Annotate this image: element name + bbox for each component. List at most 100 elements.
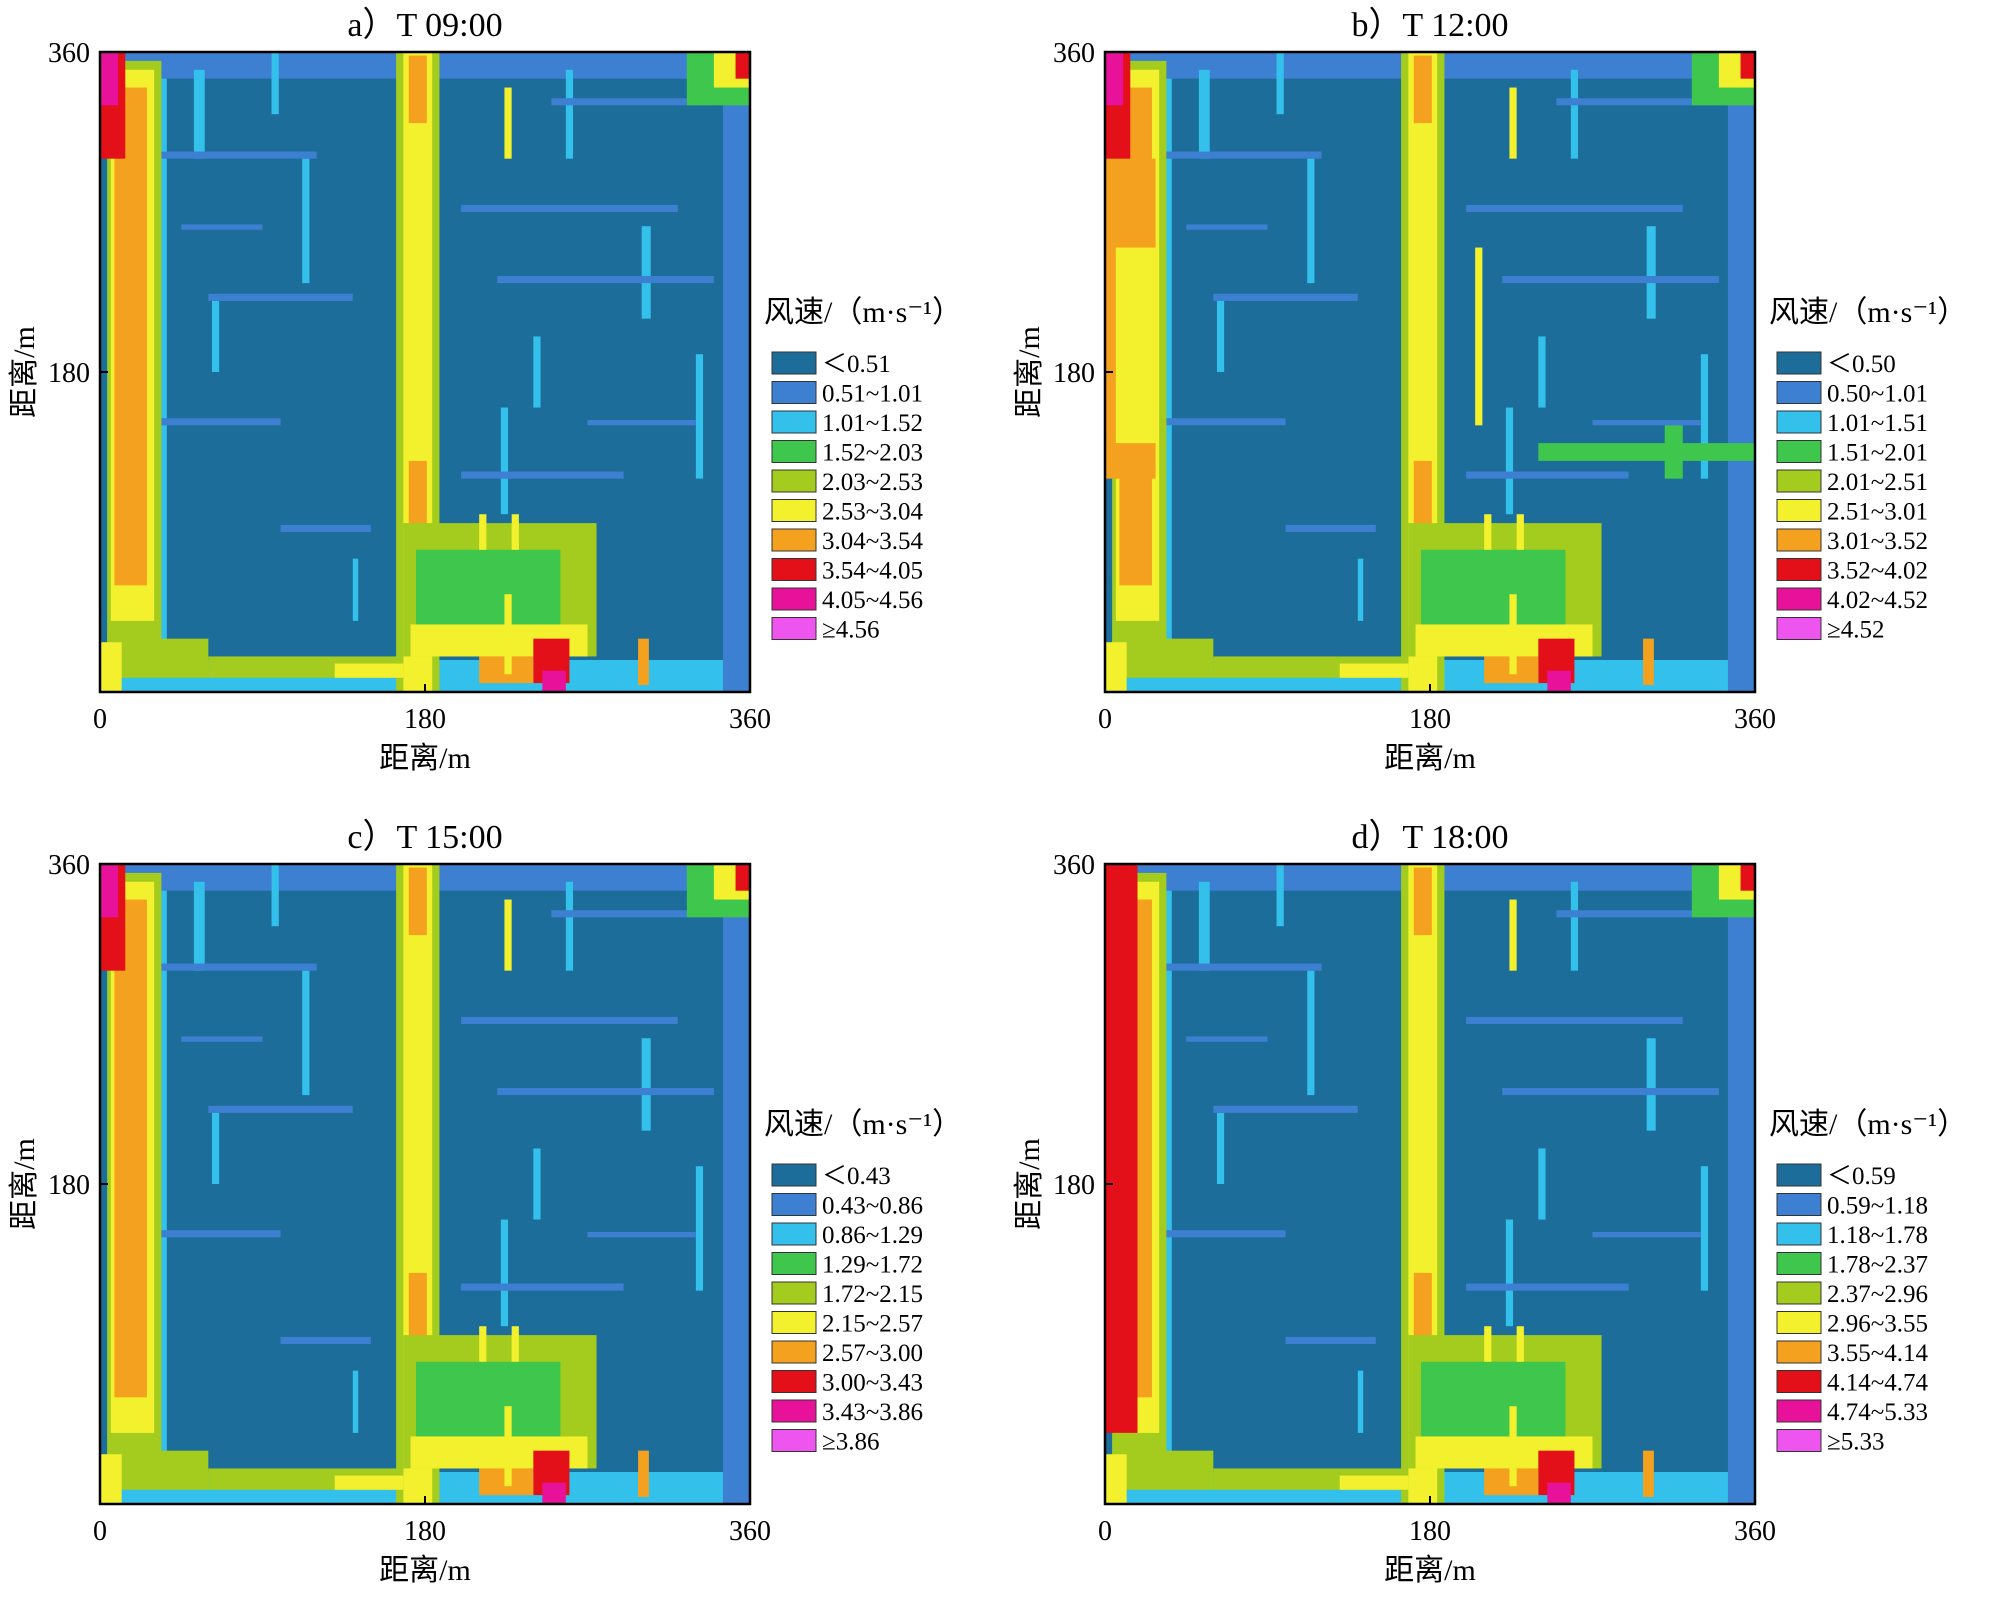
x-tick-label: 0 <box>93 704 107 735</box>
heat-cell <box>114 87 147 586</box>
heat-cell <box>1538 443 1755 461</box>
heat-cell <box>1570 69 1579 159</box>
legend-swatch <box>771 1163 817 1187</box>
heat-cell <box>1547 670 1571 692</box>
legend-swatch <box>771 1281 817 1305</box>
x-axis-label: 距离/m <box>1384 1554 1476 1587</box>
heat-cell <box>1285 1336 1376 1344</box>
heat-cell <box>1538 336 1546 408</box>
heat-cell <box>461 567 543 621</box>
heat-cell <box>565 881 574 971</box>
heatmap-chart: 0 180 360 180 360 b）T 12:00 距离/m 距离/m 风速/（m·s⁻¹）… <box>1013 6 1967 775</box>
plot-area <box>100 52 750 692</box>
heat-cell <box>100 864 119 918</box>
heat-cell <box>1547 1482 1571 1504</box>
heat-cell <box>497 276 714 284</box>
legend-label: ＜0.51 <box>822 351 891 378</box>
heat-cell <box>1307 970 1315 1096</box>
heat-cell <box>1216 1112 1225 1184</box>
heat-cell <box>181 224 263 230</box>
heat-cell <box>1505 407 1514 515</box>
y-axis-label: 距离/m <box>1013 1138 1046 1230</box>
heat-cell <box>1339 663 1409 678</box>
heat-cell <box>1186 224 1268 230</box>
heat-cell <box>461 1283 624 1291</box>
heat-cell <box>1509 899 1517 971</box>
heat-cell <box>511 1326 519 1362</box>
heat-cell <box>533 336 541 408</box>
heat-cell <box>1740 864 1755 891</box>
y-tick-label: 360 <box>48 38 90 69</box>
legend-swatch <box>1776 381 1822 404</box>
legend-swatch <box>771 410 817 434</box>
heat-cell <box>1646 1038 1656 1131</box>
legend-swatch <box>1776 440 1822 463</box>
heat-cell <box>1186 1036 1268 1042</box>
y-tick-label: 180 <box>1053 1170 1095 1201</box>
x-tick-label: 0 <box>1098 704 1112 735</box>
heatmap-chart: 0 180 360 180 360 d）T 18:00 距离/m 距离/m 风速/（m·s⁻¹）… <box>1013 818 1967 1587</box>
heat-cell <box>1198 69 1210 159</box>
legend-label: ≥4.56 <box>822 617 879 644</box>
heat-cell <box>1159 963 1322 971</box>
legend-label: 3.54~4.05 <box>822 558 923 585</box>
legend-label: ＜0.43 <box>822 1163 891 1190</box>
heat-cell <box>1213 293 1358 301</box>
heat-cell <box>695 1166 704 1291</box>
heat-cell <box>211 1112 220 1184</box>
x-axis-label: 距离/m <box>379 1554 471 1587</box>
heat-cell <box>461 204 678 212</box>
legend-label: 2.03~2.53 <box>822 469 923 496</box>
chart-panel-b: 0 180 360 180 360 b）T 12:00 距离/m 距离/m 风速/（m·s⁻¹）… <box>1005 0 2005 800</box>
y-tick-label: 360 <box>1053 38 1095 69</box>
heat-cell <box>1112 1450 1214 1490</box>
legend-swatch <box>1776 410 1822 434</box>
chart-title: c）T 15:00 <box>347 818 502 856</box>
heat-cell <box>193 881 205 971</box>
heat-cell <box>587 420 696 426</box>
legend-swatch <box>771 1252 817 1275</box>
chart-panel-a: 0 180 360 180 360 a）T 09:00 距离/m 距离/m 风速/（m·s⁻¹）… <box>0 0 1000 800</box>
legend-swatch <box>771 440 817 463</box>
heat-cell <box>551 910 714 918</box>
heat-cell <box>1505 1219 1514 1327</box>
legend-label: ≥4.52 <box>1827 617 1884 644</box>
legend-swatch <box>1776 351 1822 375</box>
heat-cell <box>1276 52 1284 115</box>
legend-label: 2.96~3.55 <box>1827 1311 1928 1338</box>
heat-cell <box>107 1450 209 1490</box>
legend-swatch <box>771 1399 817 1423</box>
heat-cell <box>271 864 279 927</box>
heat-cell <box>1700 1166 1709 1291</box>
heat-cell <box>1339 1475 1409 1490</box>
heat-cell <box>1592 420 1701 426</box>
heat-cell <box>1357 558 1364 621</box>
heatmap-chart: 0 180 360 180 360 a）T 09:00 距离/m 距离/m 风速/（m·s⁻¹）… <box>8 6 962 775</box>
legend-swatch <box>1776 1281 1822 1305</box>
legend-swatch <box>1776 558 1822 581</box>
heat-cell <box>479 1326 487 1362</box>
heat-cell <box>1213 1105 1358 1113</box>
chart-title: d）T 18:00 <box>1351 818 1508 856</box>
legend-swatch <box>1776 499 1822 522</box>
heat-cell <box>504 87 512 159</box>
plot-area <box>100 864 750 1504</box>
plot-area <box>1105 864 1755 1504</box>
heat-cell <box>1276 864 1284 927</box>
x-tick-label: 0 <box>1098 1516 1112 1547</box>
legend-label: 4.05~4.56 <box>822 587 923 614</box>
legend-label: 1.52~2.03 <box>822 440 923 467</box>
legend-swatch <box>1776 587 1822 611</box>
legend-swatch <box>1776 1252 1822 1275</box>
heat-cell <box>1466 204 1683 212</box>
heat-cell <box>1413 867 1432 936</box>
legend-title: 风速/（m·s⁻¹） <box>764 1108 962 1141</box>
heatmap-chart: 0 180 360 180 360 c）T 15:00 距离/m 距离/m 风速/（m·s⁻¹）… <box>8 818 962 1587</box>
y-tick-label: 360 <box>1053 850 1095 881</box>
heat-cell <box>722 52 750 692</box>
heat-cell <box>352 558 359 621</box>
legend-label: 4.02~4.52 <box>1827 587 1928 614</box>
heat-cell <box>334 663 404 678</box>
legend-label: 4.14~4.74 <box>1827 1370 1929 1397</box>
legend-label: 2.51~3.01 <box>1827 499 1928 526</box>
